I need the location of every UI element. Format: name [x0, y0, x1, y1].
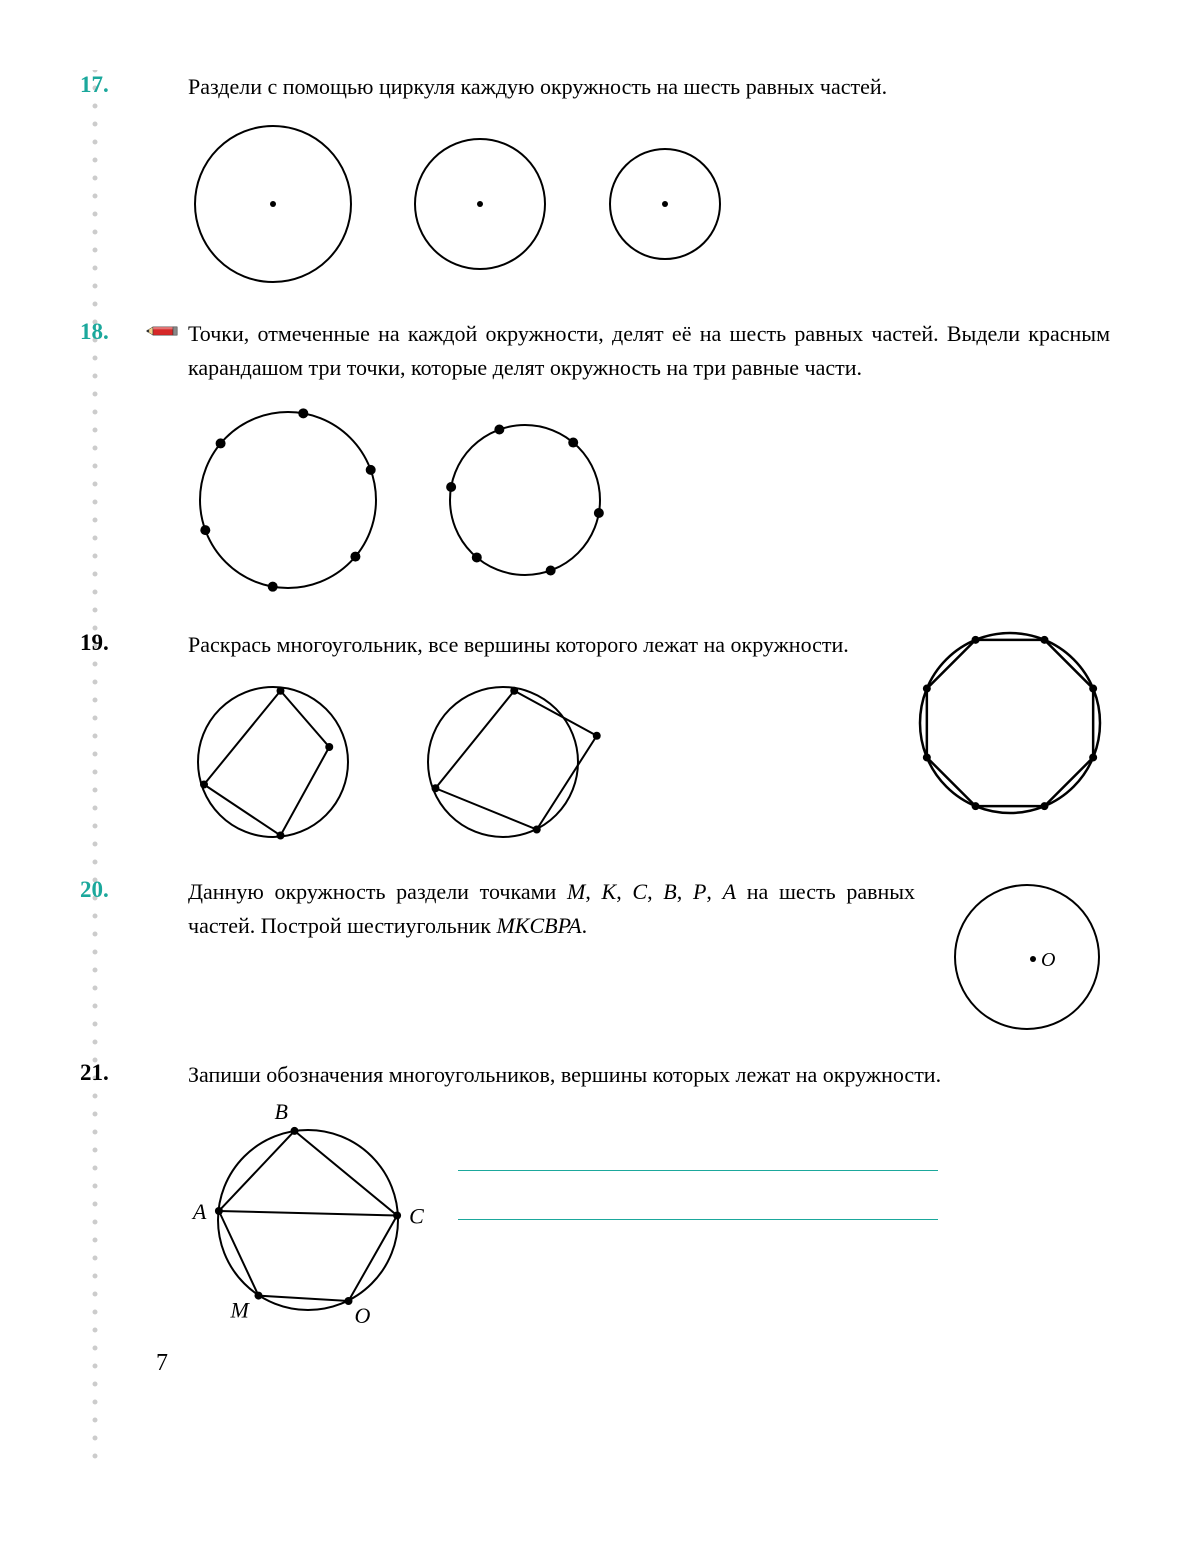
exercise-text: Запиши обозначения многоугольников, верш… [188, 1058, 1110, 1092]
circle-3 [603, 142, 728, 267]
polygon-circle-1 [188, 677, 358, 847]
svg-text:C: C [409, 1204, 424, 1229]
circle-2 [408, 132, 553, 277]
circle-with-O: O [945, 875, 1110, 1040]
svg-text:A: A [191, 1199, 207, 1224]
exercise-number: 17. [80, 70, 150, 299]
exercise-18: 18. Точки, отмеченные на каждой окружнос… [80, 317, 1110, 610]
exercise-19: 19. Раскрась многоугольник, все вершины … [80, 628, 1110, 857]
pentagon-in-circle: B C O M A [188, 1102, 428, 1332]
pencil-icon [146, 321, 180, 341]
center-label: O [1041, 949, 1055, 971]
polygon-circle-2 [418, 677, 618, 847]
circle-6pts-2 [438, 413, 613, 588]
circle-6pts-1 [188, 400, 388, 600]
exercise-number: 20. [80, 875, 150, 1040]
answer-line[interactable] [458, 1181, 938, 1220]
exercise-21: 21. Запиши обозначения многоугольников, … [80, 1058, 1110, 1332]
answer-lines [458, 1132, 938, 1230]
figure-circles [188, 119, 1110, 289]
exercise-text: Точки, отмеченные на каждой окружности, … [188, 317, 1110, 385]
exercise-number: 19. [80, 628, 150, 857]
exercise-17: 17. Раздели с помощью циркуля каждую окр… [80, 70, 1110, 299]
page-number: 7 [156, 1350, 1110, 1377]
exercise-text: Раздели с помощью циркуля каждую окружно… [188, 70, 1110, 104]
exercise-20: 20. Данную окружность раздели точками M,… [80, 875, 1110, 1040]
exercise-number: 21. [80, 1058, 150, 1332]
octagon-circle [910, 623, 1110, 823]
answer-line[interactable] [458, 1132, 938, 1171]
svg-text:B: B [275, 1102, 288, 1124]
circle-1 [188, 119, 358, 289]
exercise-text: Данную окружность раздели точками M, K, … [188, 875, 915, 943]
svg-text:M: M [230, 1298, 251, 1323]
figure-circles-points [188, 400, 1110, 600]
svg-text:O: O [355, 1303, 371, 1328]
exercise-number: 18. [80, 317, 150, 610]
exercise-text: Раскрась многоугольник, все вершины кото… [188, 628, 880, 662]
